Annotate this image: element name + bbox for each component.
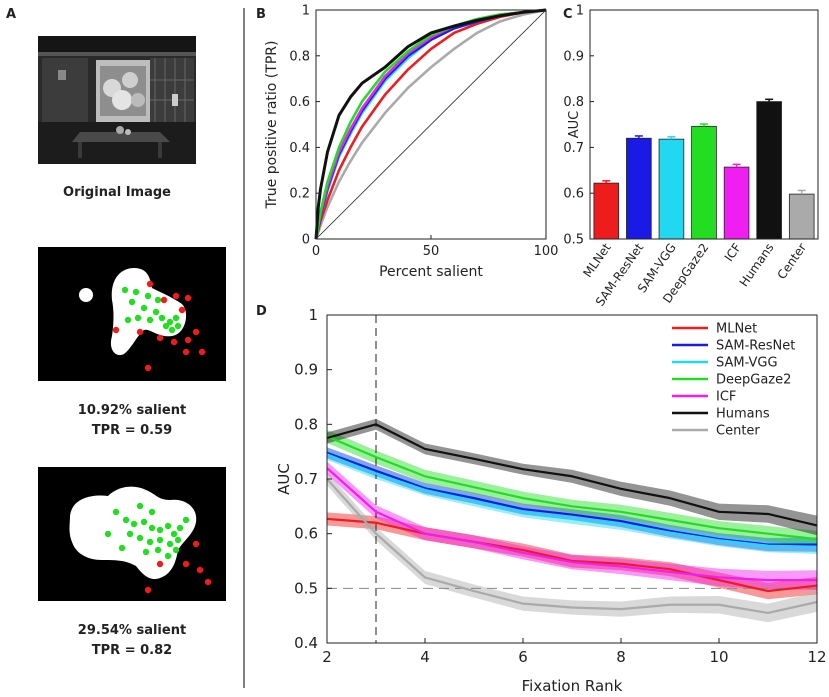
- chart-b-xtick-label: 0: [312, 244, 320, 259]
- chart-d-xtick-label: 2: [322, 648, 332, 666]
- chart-d-xtick-label: 4: [420, 648, 430, 666]
- chart-d-xtick-label: 12: [807, 648, 826, 666]
- chart-d-reference-lines: [327, 315, 817, 643]
- saliency-map-1: [38, 247, 226, 381]
- chart-c-ticks: 0.5 0.6 0.7 0.8 0.9 1: [563, 4, 594, 248]
- chart-c-ytick-label: 0.6: [563, 187, 584, 202]
- chart-d-line-deepgaze2: [326, 435, 818, 541]
- chart-d-band-deepgaze2: [327, 429, 817, 548]
- chart-b-ytick-label: 0.4: [289, 141, 310, 156]
- chart-c-ytick-label: 1: [576, 4, 584, 19]
- chart-b-ytick-label: 0: [302, 233, 310, 248]
- chart-b-xtick-label: 100: [534, 244, 559, 259]
- chart-d-line-humans: [326, 423, 818, 527]
- chart-d-xlabel: Fixation Rank: [522, 677, 623, 695]
- caption-map-1-tpr: TPR = 0.59: [92, 423, 172, 438]
- chart-d-xtick-label: 8: [616, 648, 626, 666]
- chart-c-bar-mlnet: [593, 182, 620, 240]
- chart-d-ytick-label: 1: [308, 306, 318, 324]
- caption-map-2-percent: 29.54% salient: [78, 623, 186, 638]
- chart-d-ytick-label: 0.5: [294, 579, 318, 597]
- chart-b-xlabel: Percent salient: [379, 264, 483, 280]
- caption-map-2-tpr: TPR = 0.82: [92, 643, 172, 658]
- legend-label-mlnet: MLNet: [716, 322, 757, 337]
- chart-b-ytick-label: 0.6: [289, 95, 310, 110]
- chart-d-xtick-label: 6: [518, 648, 528, 666]
- chart-d-line-icf: [326, 467, 817, 582]
- red-fixations: [112, 280, 206, 372]
- chart-b-series: [314, 8, 547, 240]
- chart-c-bar-humans: [756, 101, 782, 240]
- panel-d-letter: D: [256, 304, 267, 319]
- chart-b-roc: 0 50 100 0 0.2 0.4 0.6 0.8 1 Percent salient Tru…: [264, 4, 558, 281]
- chart-b-line-humans: [314, 8, 547, 240]
- chart-c-ylabel: AUC: [567, 111, 582, 139]
- chart-b-line-mlnet: [314, 8, 547, 240]
- chart-c-category-label: Center: [775, 241, 810, 282]
- chart-d-band-icf: [327, 461, 817, 590]
- chart-b-ytick-label: 0.2: [289, 187, 310, 202]
- chart-c-bar-sam-vgg: [658, 138, 685, 240]
- chart-d-ylabel: AUC: [275, 463, 293, 495]
- green-fixations-2: [104, 502, 190, 560]
- chart-c-bar-icf: [723, 166, 750, 240]
- chart-b-ytick-label: 1: [302, 4, 310, 19]
- panel-b-letter: B: [256, 7, 266, 22]
- chart-c-ytick-label: 0.5: [563, 233, 584, 248]
- chart-d-bands: [327, 418, 817, 623]
- chart-d-ytick-label: 0.8: [294, 415, 318, 433]
- chart-d-band-mlnet: [327, 512, 817, 600]
- chart-d-series: [326, 423, 818, 615]
- chart-b-ylabel: True positive ratio (TPR): [264, 41, 280, 210]
- chart-c-frame: [589, 9, 819, 240]
- legend-label-deepgaze2: DeepGaze2: [716, 373, 791, 388]
- chart-c-bar-sam-resnet: [626, 137, 652, 240]
- chart-c-category-label: MLNet: [580, 240, 613, 279]
- panel-c-letter: C: [563, 7, 573, 22]
- green-fixations: [121, 286, 182, 334]
- chart-b-ticks: 0 50 100 0 0.2 0.4 0.6 0.8 1: [289, 4, 558, 260]
- chart-c-ytick-label: 0.7: [563, 141, 584, 156]
- chart-b-line-center: [314, 8, 547, 240]
- chart-d-ytick-label: 0.7: [294, 470, 318, 488]
- legend-label-sam-vgg: SAM-VGG: [716, 356, 778, 371]
- chart-b-xtick-label: 50: [423, 244, 440, 259]
- legend-label-humans: Humans: [716, 407, 770, 422]
- chart-b-ytick-label: 0.8: [289, 49, 310, 64]
- chart-d-line-sam-vgg: [326, 453, 818, 548]
- panel-a-letter: A: [6, 7, 16, 22]
- chart-c-bar-deepgaze2: [691, 125, 717, 240]
- chart-d-band-sam-vgg: [327, 448, 817, 554]
- chart-c-bar-center: [788, 193, 815, 240]
- caption-original-image: Original Image: [63, 185, 171, 200]
- chart-c-ytick-label: 0.8: [563, 95, 584, 110]
- chart-c-category-label: ICF: [722, 241, 744, 265]
- chart-d-legend: MLNet SAM-ResNet SAM-VGG DeepGaze2 ICF Humans…: [672, 322, 795, 439]
- red-fixations-2: [144, 540, 212, 594]
- chart-d-band-sam-resnet: [327, 447, 817, 552]
- chart-d-line-center: [326, 478, 818, 615]
- chart-d-ytick-label: 0.9: [294, 361, 318, 379]
- legend-label-center: Center: [716, 424, 760, 439]
- original-image: [38, 36, 196, 164]
- chart-d-xtick-label: 10: [709, 648, 728, 666]
- legend-label-sam-resnet: SAM-ResNet: [716, 339, 795, 354]
- chart-c-ytick-label: 0.9: [563, 49, 584, 64]
- saliency-map-2: [38, 467, 226, 601]
- caption-map-1-percent: 10.92% salient: [78, 403, 186, 418]
- chart-d-lines: 2 4 6 8 10 12 0.4 0.5 0.6 0.7 0.8 0.9 1 MLNet SAM-Res…: [275, 306, 827, 695]
- chart-d-ytick-label: 0.4: [294, 634, 318, 652]
- chart-d-ytick-label: 0.6: [294, 525, 318, 543]
- chart-b-diagonal: [315, 9, 547, 240]
- legend-label-icf: ICF: [716, 390, 736, 405]
- chart-d-ticks: 2 4 6 8 10 12 0.4 0.5 0.6 0.7 0.8 0.9 1: [294, 306, 826, 666]
